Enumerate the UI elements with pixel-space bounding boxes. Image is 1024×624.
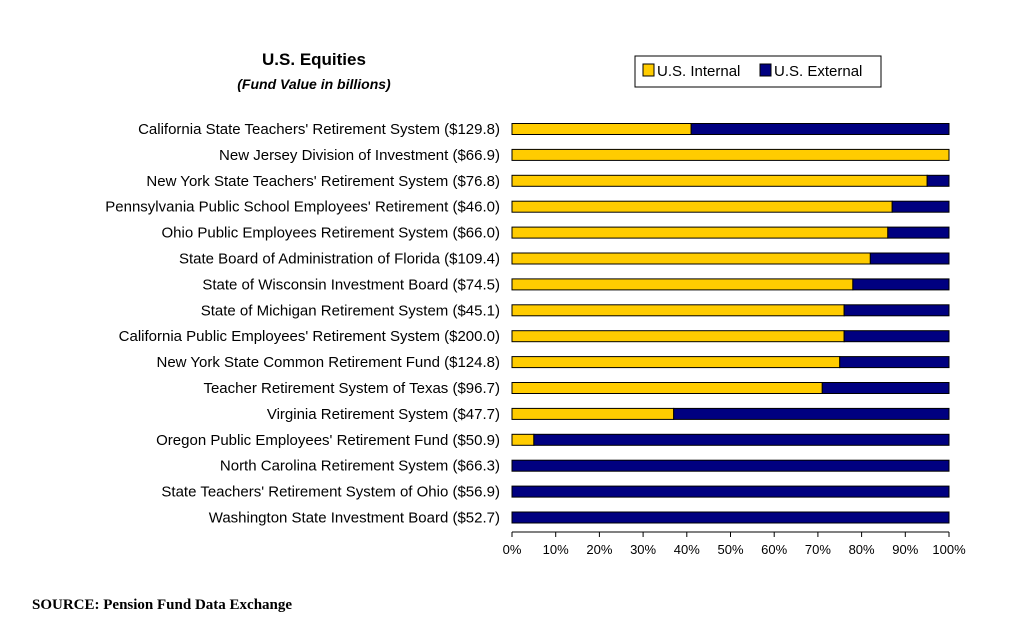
bar-internal <box>511 174 928 187</box>
chart-subtitle: (Fund Value in billions) <box>237 76 391 92</box>
category-label: Washington State Investment Board ($52.7… <box>209 510 500 527</box>
bar-external <box>926 174 950 187</box>
bar-external <box>690 123 950 135</box>
x-tick-label: 90% <box>892 542 918 557</box>
x-tick-label: 80% <box>849 542 875 557</box>
bar-internal <box>511 200 893 213</box>
x-tick-label: 0% <box>503 542 522 557</box>
x-tick-label: 60% <box>761 542 787 557</box>
bar-internal <box>511 407 675 420</box>
bar-internal <box>511 123 692 135</box>
legend-swatch-internal <box>642 63 655 77</box>
x-tick-label: 70% <box>805 542 831 557</box>
category-label: North Carolina Retirement System ($66.3) <box>220 458 500 475</box>
bar-internal <box>511 330 845 343</box>
bar-external <box>511 459 950 472</box>
category-label: State Teachers' Retirement System of Ohi… <box>161 484 500 501</box>
legend-label-external: U.S. External <box>774 63 862 80</box>
category-label: Oregon Public Employees' Retirement Fund… <box>156 432 500 449</box>
legend-box <box>634 55 882 88</box>
bar-external <box>887 226 950 239</box>
category-label: New York State Teachers' Retirement Syst… <box>146 173 500 190</box>
x-tick-label: 10% <box>543 542 569 557</box>
category-labels: California State Teachers' Retirement Sy… <box>105 121 500 527</box>
bar-external <box>869 252 950 265</box>
category-label: California Public Employees' Retirement … <box>119 328 500 345</box>
category-label: Teacher Retirement System of Texas ($96.… <box>203 380 500 397</box>
bar-external <box>839 356 950 369</box>
x-tick-label: 50% <box>717 542 743 557</box>
x-tick-label: 30% <box>630 542 656 557</box>
category-label: New Jersey Division of Investment ($66.9… <box>219 147 500 164</box>
category-label: State of Michigan Retirement System ($45… <box>201 302 500 319</box>
chart-title: U.S. Equities <box>262 50 366 69</box>
legend-label-internal: U.S. Internal <box>657 63 740 80</box>
category-label: Virginia Retirement System ($47.7) <box>267 406 500 423</box>
category-label: California State Teachers' Retirement Sy… <box>138 121 500 138</box>
bar-internal <box>511 226 889 239</box>
bar-internal <box>511 382 823 394</box>
category-label: Pennsylvania Public School Employees' Re… <box>105 199 500 216</box>
category-label: New York State Common Retirement Fund ($… <box>157 354 501 371</box>
bars <box>511 123 950 524</box>
bar-external <box>673 407 950 420</box>
bar-internal <box>511 304 845 317</box>
bar-external <box>533 433 950 446</box>
bar-internal <box>511 356 841 369</box>
source-note: SOURCE: Pension Fund Data Exchange <box>32 597 293 613</box>
bar-external <box>511 485 950 498</box>
x-tick-label: 40% <box>674 542 700 557</box>
bar-external <box>843 330 950 343</box>
bar-external <box>891 200 950 213</box>
bar-internal <box>511 148 950 161</box>
bar-internal <box>511 252 871 265</box>
bar-external <box>843 304 950 317</box>
bar-external <box>852 278 950 291</box>
bar-external <box>511 511 950 524</box>
bar-internal <box>511 433 535 446</box>
legend-swatch-external <box>759 63 772 77</box>
legend: U.S. Internal U.S. External <box>634 55 882 88</box>
bar-external <box>821 382 950 394</box>
category-label: Ohio Public Employees Retirement System … <box>162 225 500 242</box>
x-tick-label: 100% <box>932 542 966 557</box>
category-label: State Board of Administration of Florida… <box>179 251 500 268</box>
bar-internal <box>511 278 854 291</box>
x-tick-label: 20% <box>586 542 612 557</box>
x-axis: 0% 10% 20% 30% 40% 50% 60% 70% 80% 90% 100% <box>503 531 966 557</box>
category-label: State of Wisconsin Investment Board ($74… <box>202 276 500 293</box>
